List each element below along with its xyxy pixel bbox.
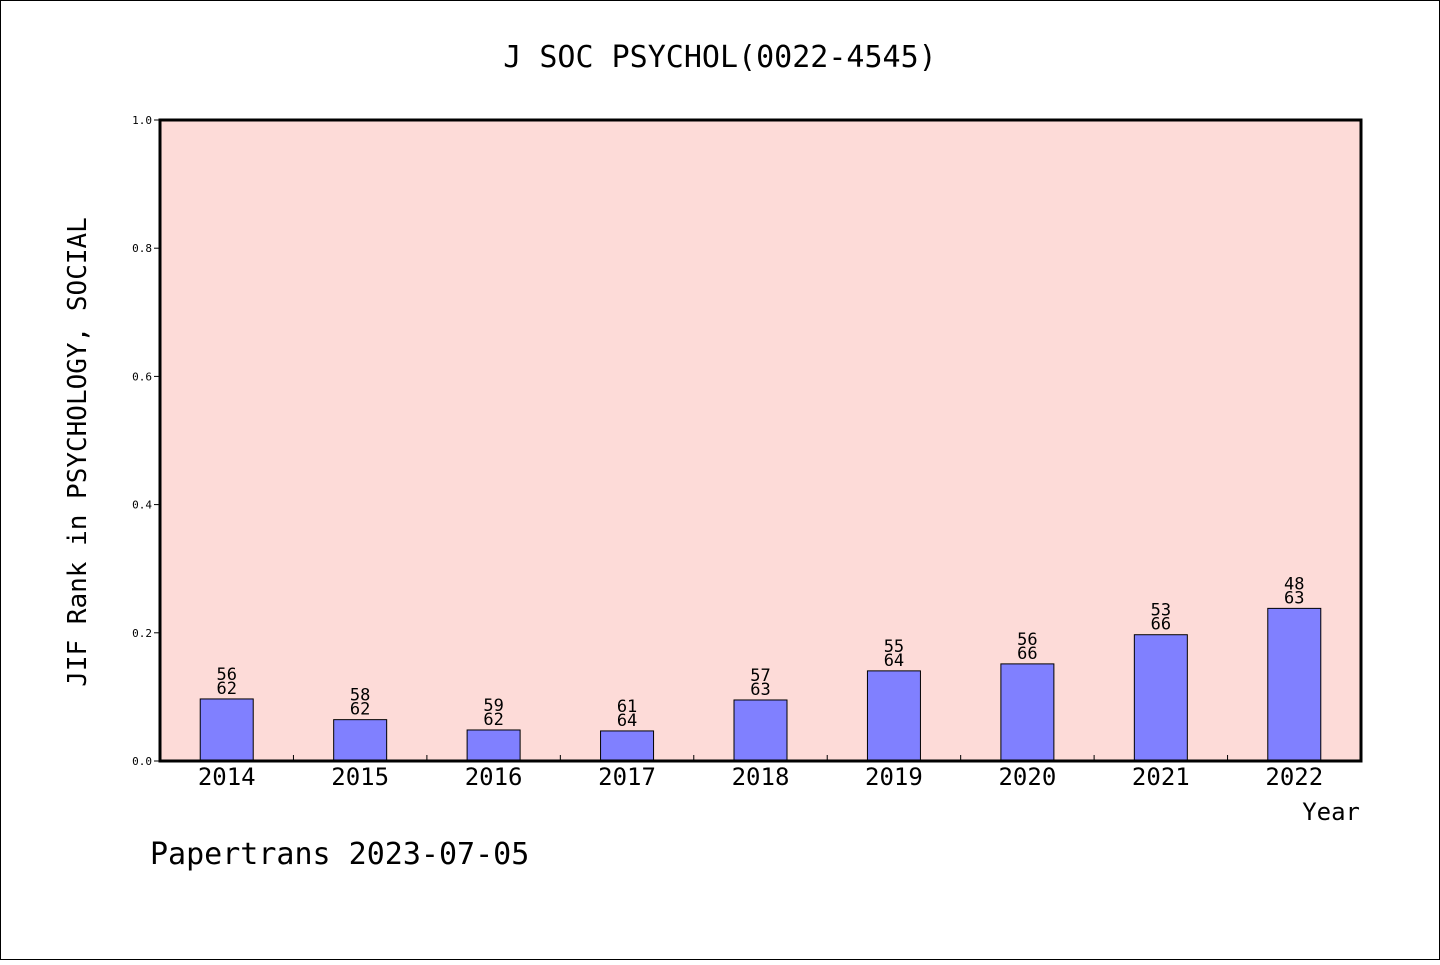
x-tick-label-2019: 2019 xyxy=(865,763,923,791)
x-tick-label-2018: 2018 xyxy=(732,763,790,791)
bar-2014 xyxy=(199,698,254,762)
bar-2015 xyxy=(333,719,388,762)
bar-2021 xyxy=(1133,634,1188,762)
bar-2022 xyxy=(1267,607,1322,762)
y-tick-label: 0.0 xyxy=(132,755,152,768)
footer-text: Papertrans 2023-07-05 xyxy=(150,837,529,872)
y-axis: 0.0 0.2 0.4 0.6 0.8 1.0 xyxy=(132,114,160,768)
x-tick-label-2016: 2016 xyxy=(465,763,523,791)
y-tick-label: 0.4 xyxy=(132,499,152,512)
bar-2016 xyxy=(466,729,521,762)
bar-rank-label-2020: 56 xyxy=(1017,630,1037,650)
bar-total-label-2018: 63 xyxy=(750,680,770,700)
bar-total-label-2014: 62 xyxy=(216,679,236,699)
bar-total-label-2017: 64 xyxy=(617,711,637,731)
y-tick-label: 0.8 xyxy=(132,242,152,255)
chart-title: J SOC PSYCHOL(0022-4545) xyxy=(503,40,936,75)
y-axis-label: JIF Rank in PSYCHOLOGY, SOCIAL xyxy=(63,217,93,687)
x-tick-label-2014: 2014 xyxy=(198,763,256,791)
bar-rank-label-2014: 56 xyxy=(216,665,236,685)
bar-rank-label-2017: 61 xyxy=(617,697,637,717)
bar-2017 xyxy=(600,730,655,762)
bar-rank-label-2021: 53 xyxy=(1151,601,1171,621)
x-axis-label: Year xyxy=(1302,798,1360,826)
x-tick-label-2017: 2017 xyxy=(598,763,656,791)
bar-2020 xyxy=(1000,663,1055,762)
bar-total-label-2016: 62 xyxy=(483,710,503,730)
bar-2019 xyxy=(866,670,921,762)
x-tick-label-2022: 2022 xyxy=(1265,763,1323,791)
x-tick-label-2015: 2015 xyxy=(331,763,389,791)
plot-frame xyxy=(158,118,1363,763)
bar-2018 xyxy=(733,699,788,762)
bar-total-label-2021: 66 xyxy=(1151,615,1171,635)
bar-rank-label-2015: 58 xyxy=(350,686,370,706)
bar-rank-label-2018: 57 xyxy=(750,666,770,686)
x-tick-label-2020: 2020 xyxy=(998,763,1056,791)
bar-rank-label-2022: 48 xyxy=(1284,574,1304,594)
bar-total-label-2022: 63 xyxy=(1284,588,1304,608)
x-tick-label-2021: 2021 xyxy=(1132,763,1190,791)
y-tick-label: 1.0 xyxy=(132,114,152,127)
bar-rank-label-2016: 59 xyxy=(483,696,503,716)
bar-total-label-2019: 64 xyxy=(884,651,904,671)
x-axis: 2014 2015 2016 2017 2018 2019 2020 2021 2022 xyxy=(198,755,1323,791)
bar-total-label-2015: 62 xyxy=(350,700,370,720)
bar-total-label-2020: 66 xyxy=(1017,644,1037,664)
y-tick-label: 0.2 xyxy=(132,627,152,640)
y-tick-label: 0.6 xyxy=(132,370,152,383)
bar-rank-label-2019: 55 xyxy=(884,637,904,657)
